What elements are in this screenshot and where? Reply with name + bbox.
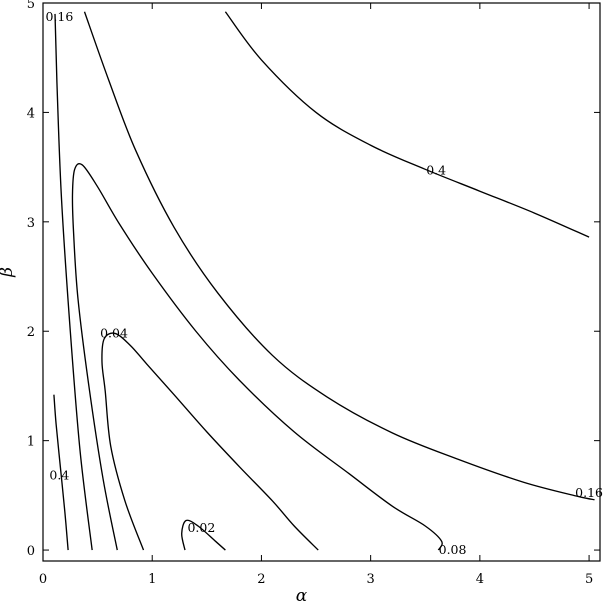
- contour-line-0-16: [83, 11, 595, 501]
- x-tick-label: 4: [476, 572, 484, 587]
- y-axis-ticks: 0 1 2 3 4 5: [27, 0, 600, 559]
- plot-border: [42, 2, 601, 562]
- y-tick-label: 2: [27, 325, 35, 340]
- y-tick-label: 4: [27, 106, 35, 121]
- x-axis-ticks: 0 1 2 3 4 5: [39, 3, 593, 587]
- contour-line-0-4: [224, 11, 590, 238]
- y-tick-label: 3: [27, 216, 35, 231]
- contour-label: 0.4: [49, 468, 69, 483]
- contour-label: 0.4: [426, 162, 446, 177]
- x-tick-label: 3: [367, 572, 375, 587]
- contour-line-0-4: [53, 394, 69, 551]
- y-tick-label: 0: [27, 544, 35, 559]
- contour-label: 0.16: [575, 485, 603, 500]
- contour-line-0-16: [54, 13, 93, 551]
- contour-line-0-04: [101, 332, 319, 551]
- x-axis-label: α: [296, 586, 308, 606]
- contour-label: 0.08: [439, 542, 467, 557]
- contour-label: 0.02: [187, 520, 215, 535]
- plot-frame: [42, 2, 601, 562]
- y-tick-label: 1: [27, 435, 35, 450]
- y-axis-label: β: [0, 267, 17, 278]
- x-tick-label: 0: [39, 572, 47, 587]
- x-tick-label: 2: [257, 572, 265, 587]
- contour-labels: 0.16 0.4 0.04 0.4 0.16 0.02 0.08: [45, 9, 603, 557]
- x-tick-label: 1: [148, 572, 156, 587]
- contour-line-0-02: [181, 519, 226, 551]
- y-tick-label: 5: [27, 0, 35, 12]
- contour-label: 0.04: [100, 325, 128, 340]
- contour-line-0-08: [71, 163, 443, 551]
- contour-label: 0.16: [45, 9, 73, 24]
- contour-lines: [53, 11, 595, 551]
- x-tick-label: 5: [585, 572, 593, 587]
